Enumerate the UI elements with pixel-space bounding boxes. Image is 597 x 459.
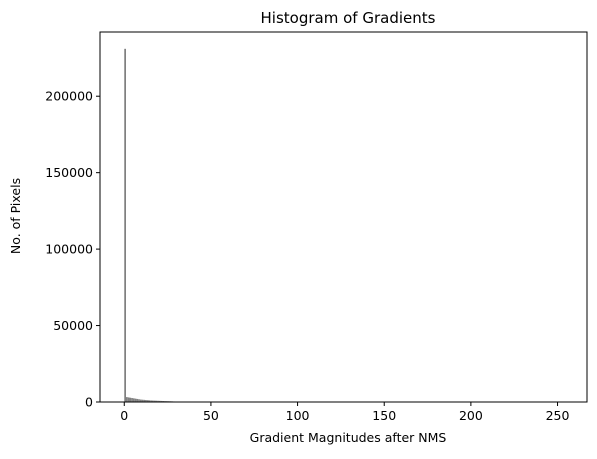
y-tick-label: 50000 [53, 318, 93, 333]
histogram-bar [126, 397, 128, 402]
chart-title: Histogram of Gradients [261, 9, 436, 27]
y-tick-label: 100000 [45, 242, 93, 257]
y-tick-label: 0 [85, 395, 93, 410]
histogram-bar [128, 397, 130, 402]
y-tick-label: 200000 [45, 89, 93, 104]
x-tick-label: 150 [372, 408, 396, 423]
x-axis-label: Gradient Magnitudes after NMS [250, 430, 447, 445]
x-tick-label: 50 [203, 408, 219, 423]
histogram-bar [129, 398, 131, 402]
x-tick-label: 100 [286, 408, 310, 423]
y-axis-label: No. of Pixels [8, 178, 23, 254]
histogram-bar [131, 398, 133, 402]
histogram-bar [135, 399, 137, 402]
histogram-bar [133, 398, 135, 402]
histogram-bar [124, 49, 126, 402]
x-tick-label: 0 [120, 408, 128, 423]
x-tick-label: 250 [546, 408, 570, 423]
x-tick-label: 200 [459, 408, 483, 423]
y-tick-label: 150000 [45, 165, 93, 180]
